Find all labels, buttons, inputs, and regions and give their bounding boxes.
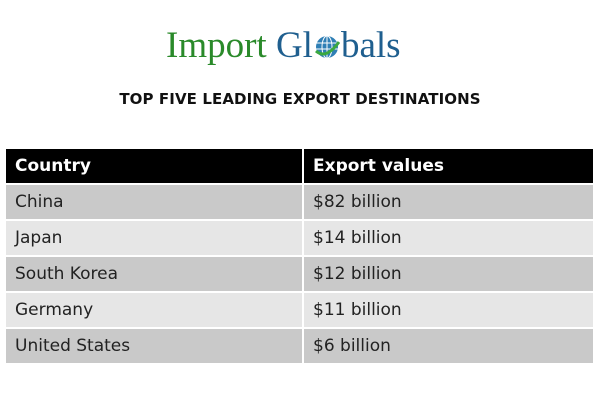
cell-value: $14 billion [302,219,595,257]
logo-text-bals: bals [340,25,401,66]
cell-country: Germany [4,291,304,329]
cell-value: $12 billion [302,255,595,293]
table-header: Country Export values [4,147,595,185]
globe-icon [314,27,341,59]
cell-country: China [4,183,304,221]
cell-value: $11 billion [302,291,595,329]
table-row: Japan $14 billion [4,219,595,257]
export-table: Country Export values China $82 billion … [4,147,595,365]
header-country: Country [4,147,304,185]
table-row: South Korea $12 billion [4,255,595,293]
header-export-values: Export values [302,147,595,185]
cell-country: Japan [4,219,304,257]
cell-value: $82 billion [302,183,595,221]
logo-text-gl: Gl [275,25,313,66]
cell-country: South Korea [4,255,304,293]
logo: Import Gl bals [166,24,401,68]
cell-country: United States [4,327,304,365]
table-row: Germany $11 billion [4,291,595,329]
logo-text-import: Import [166,25,267,66]
page-title: TOP FIVE LEADING EXPORT DESTINATIONS [119,90,481,108]
table-row: China $82 billion [4,183,595,221]
cell-value: $6 billion [302,327,595,365]
table-row: United States $6 billion [4,327,595,365]
